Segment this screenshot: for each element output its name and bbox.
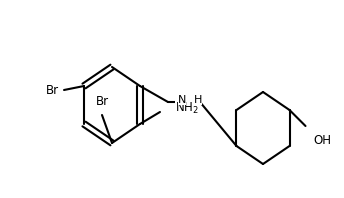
Text: H: H <box>194 95 202 105</box>
Text: Br: Br <box>95 95 109 108</box>
Text: NH$_2$: NH$_2$ <box>175 100 199 116</box>
Text: N: N <box>178 95 186 105</box>
Text: Br: Br <box>46 84 59 96</box>
Text: OH: OH <box>313 134 332 147</box>
